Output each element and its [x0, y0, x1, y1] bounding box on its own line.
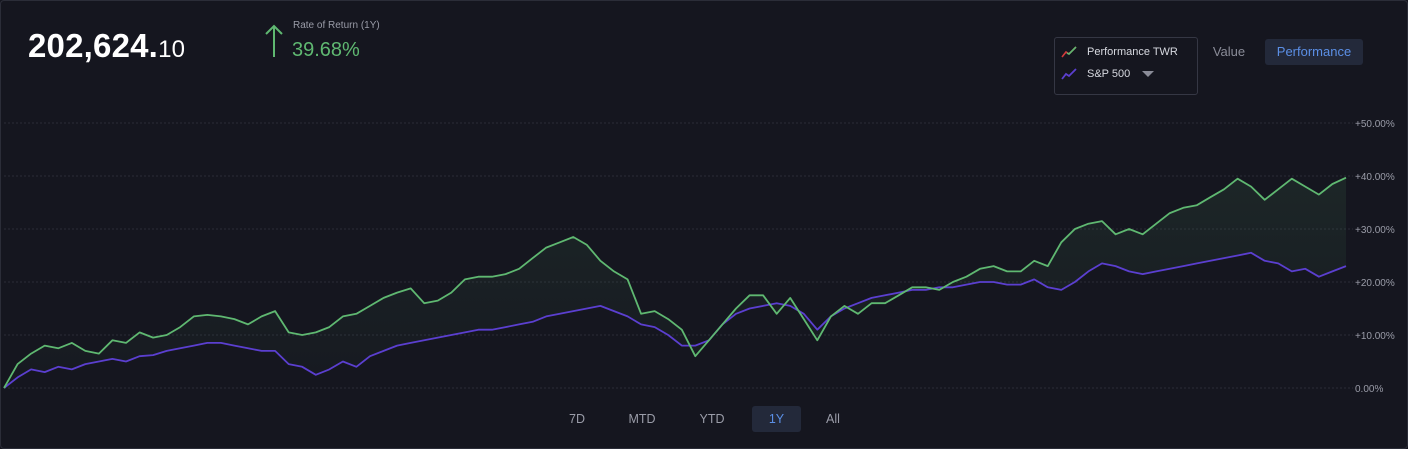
range-1y-button[interactable]: 1Y: [752, 406, 801, 432]
y-tick-label: +20.00%: [1355, 278, 1395, 289]
range-all-button[interactable]: All: [826, 412, 840, 426]
line-chart-icon: [1061, 46, 1077, 58]
performance-mode-button[interactable]: Performance: [1265, 39, 1363, 65]
series-line-performance-twr: [3, 176, 1347, 389]
portfolio-value: 202,624.10: [28, 27, 186, 64]
outperformance-area: [4, 177, 1346, 388]
legend-label-sp500: S&P 500: [1087, 68, 1131, 80]
arrow-up-icon: [265, 24, 283, 57]
range-7d-button[interactable]: 7D: [569, 412, 585, 426]
legend-label-performance-twr: Performance TWR: [1087, 46, 1178, 58]
legend-item-performance-twr[interactable]: Performance TWR: [1061, 45, 1178, 59]
rate-of-return-value: 39.68%: [292, 39, 360, 61]
chart-legend: Performance TWR S&P 500: [1054, 37, 1198, 95]
y-tick-label: +50.00%: [1355, 119, 1395, 130]
y-tick-label: +40.00%: [1355, 172, 1395, 183]
legend-item-sp500[interactable]: S&P 500: [1061, 67, 1155, 81]
range-ytd-button[interactable]: YTD: [699, 412, 725, 426]
value-mode-button[interactable]: Value: [1212, 44, 1246, 59]
y-tick-label: 0.00%: [1355, 384, 1383, 395]
series-line-s-p-500: [3, 251, 1347, 389]
y-tick-label: +30.00%: [1355, 225, 1395, 236]
line-chart-icon: [1061, 68, 1077, 80]
rate-of-return-label: Rate of Return (1Y): [293, 20, 380, 31]
range-mtd-button[interactable]: MTD: [628, 412, 656, 426]
chevron-down-icon[interactable]: [1142, 71, 1155, 77]
y-tick-label: +10.00%: [1355, 331, 1395, 342]
